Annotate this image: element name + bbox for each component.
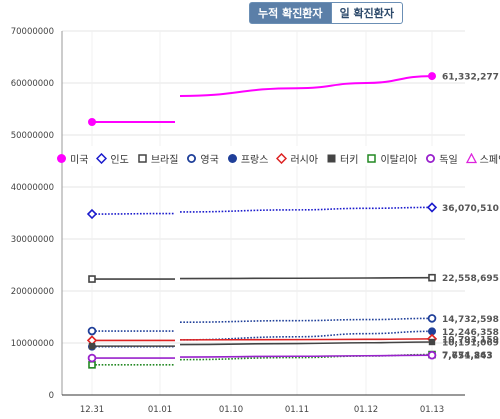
series-marker-end-6 [428, 338, 436, 346]
legend-swatch-icon [367, 154, 377, 163]
tab-daily-cases[interactable]: 일 확진환자 [331, 2, 403, 24]
series-line-7-part-1 [179, 353, 433, 361]
series-marker-end-8 [427, 350, 437, 360]
y-tick-label: 40000000 [11, 183, 54, 193]
legend-item[interactable]: 터키 [326, 151, 358, 166]
legend-swatch-icon [465, 153, 477, 164]
legend-item[interactable]: 러시아 [276, 151, 318, 166]
y-tick-label: 50000000 [11, 131, 54, 141]
legend-item[interactable]: 영국 [186, 151, 219, 166]
legend-item[interactable]: 이탈리아 [366, 151, 417, 166]
legend-item[interactable]: 프랑스 [227, 151, 269, 166]
series-marker-end-2 [428, 273, 436, 282]
series-marker-start-2 [88, 275, 96, 283]
legend-item[interactable]: 독일 [425, 151, 458, 166]
x-tick-label: 01.11 [285, 405, 309, 415]
series-marker-start-8 [87, 353, 97, 363]
x-tick-label: 01.13 [420, 405, 444, 415]
legend-label: 인도 [110, 155, 129, 166]
series-line-1-part-0 [91, 212, 176, 215]
legend-label: 스페인 [479, 155, 500, 166]
legend-item[interactable]: 미국 [56, 151, 88, 166]
series-marker-end-3 [427, 314, 437, 323]
legend-label: 독일 [439, 155, 458, 166]
legend-swatch-icon [138, 154, 147, 163]
y-tick-label: 0 [49, 391, 54, 401]
x-tick-label: 01.01 [148, 405, 172, 415]
y-tick-label: 30000000 [11, 235, 54, 245]
series-end-label: 7,651,243 [442, 352, 493, 362]
legend-item[interactable]: 인도 [96, 151, 129, 166]
legend-label: 러시아 [290, 155, 319, 166]
series-end-label: 61,332,277 [442, 73, 499, 83]
y-tick-label: 60000000 [11, 79, 54, 89]
legend-label: 브라질 [150, 155, 179, 166]
legend-item[interactable]: 스페인 [465, 151, 500, 166]
series-end-label: 14,732,598 [442, 315, 499, 325]
legend-label: 프랑스 [240, 155, 269, 166]
series-line-0-part-1 [179, 75, 433, 97]
series-line-5-part-1 [179, 338, 433, 341]
legend-swatch-icon [187, 154, 197, 163]
x-tick-label: 01.12 [354, 405, 378, 415]
chart-legend: 미국 인도 브라질 영국 프랑스 러시아 터키 이탈리아 독일 스페인 [56, 151, 500, 166]
legend-swatch-icon [57, 154, 66, 163]
view-tab-bar: 누적 확진환자 일 확진환자 [249, 2, 403, 24]
series-line-3-part-1 [179, 317, 433, 323]
legend-swatch-icon [227, 154, 237, 163]
legend-swatch-icon [276, 153, 288, 164]
legend-label: 영국 [200, 155, 219, 166]
legend-label: 터키 [340, 155, 359, 166]
legend-band [63, 146, 465, 166]
legend-swatch-icon [426, 154, 436, 163]
series-marker-end-4 [428, 327, 436, 336]
series-end-label: 36,070,510 [442, 204, 499, 214]
legend-item[interactable]: 브라질 [137, 151, 179, 166]
series-marker-start-3 [87, 326, 97, 336]
legend-label: 미국 [70, 155, 89, 166]
series-line-6-part-1 [179, 341, 433, 346]
series-line-2-part-1 [179, 276, 433, 280]
series-end-label: 10,191,069 [442, 339, 499, 349]
series-marker-end-0 [428, 72, 436, 81]
legend-swatch-icon [96, 153, 108, 164]
series-line-1-part-1 [179, 206, 433, 213]
x-tick-label: 01.10 [219, 405, 243, 415]
series-marker-start-7 [88, 361, 96, 369]
series-marker-start-1 [86, 208, 98, 220]
legend-swatch-icon [327, 154, 336, 163]
series-marker-start-6 [88, 342, 96, 350]
series-end-label: 22,558,695 [442, 274, 499, 284]
series-end-label: 7,774,863 [442, 351, 493, 361]
series-line-8-part-1 [179, 354, 433, 358]
x-tick-label: 12.31 [80, 405, 104, 415]
y-tick-label: 10000000 [11, 339, 54, 349]
series-marker-end-1 [426, 202, 438, 213]
legend-label: 이탈리아 [380, 155, 418, 166]
tab-cumulative-cases[interactable]: 누적 확진환자 [249, 2, 332, 24]
series-end-label: 12,246,358 [442, 328, 499, 338]
series-end-label: 10,793,159 [442, 335, 499, 345]
y-tick-label: 70000000 [11, 27, 54, 37]
y-tick-label: 20000000 [11, 287, 54, 297]
series-marker-start-0 [88, 118, 96, 126]
